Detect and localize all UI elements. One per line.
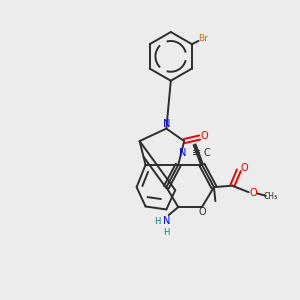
Text: Br: Br bbox=[198, 34, 208, 43]
Text: O: O bbox=[201, 131, 208, 141]
Text: N: N bbox=[163, 216, 170, 226]
Text: O: O bbox=[249, 188, 257, 198]
Text: C: C bbox=[204, 148, 211, 158]
Text: N: N bbox=[179, 148, 187, 158]
Text: N: N bbox=[163, 118, 170, 128]
Text: O: O bbox=[240, 163, 248, 173]
Text: O: O bbox=[199, 206, 206, 217]
Text: CH₃: CH₃ bbox=[264, 192, 278, 201]
Text: H: H bbox=[154, 217, 160, 226]
Text: ≡: ≡ bbox=[191, 148, 201, 158]
Text: H: H bbox=[163, 228, 170, 237]
